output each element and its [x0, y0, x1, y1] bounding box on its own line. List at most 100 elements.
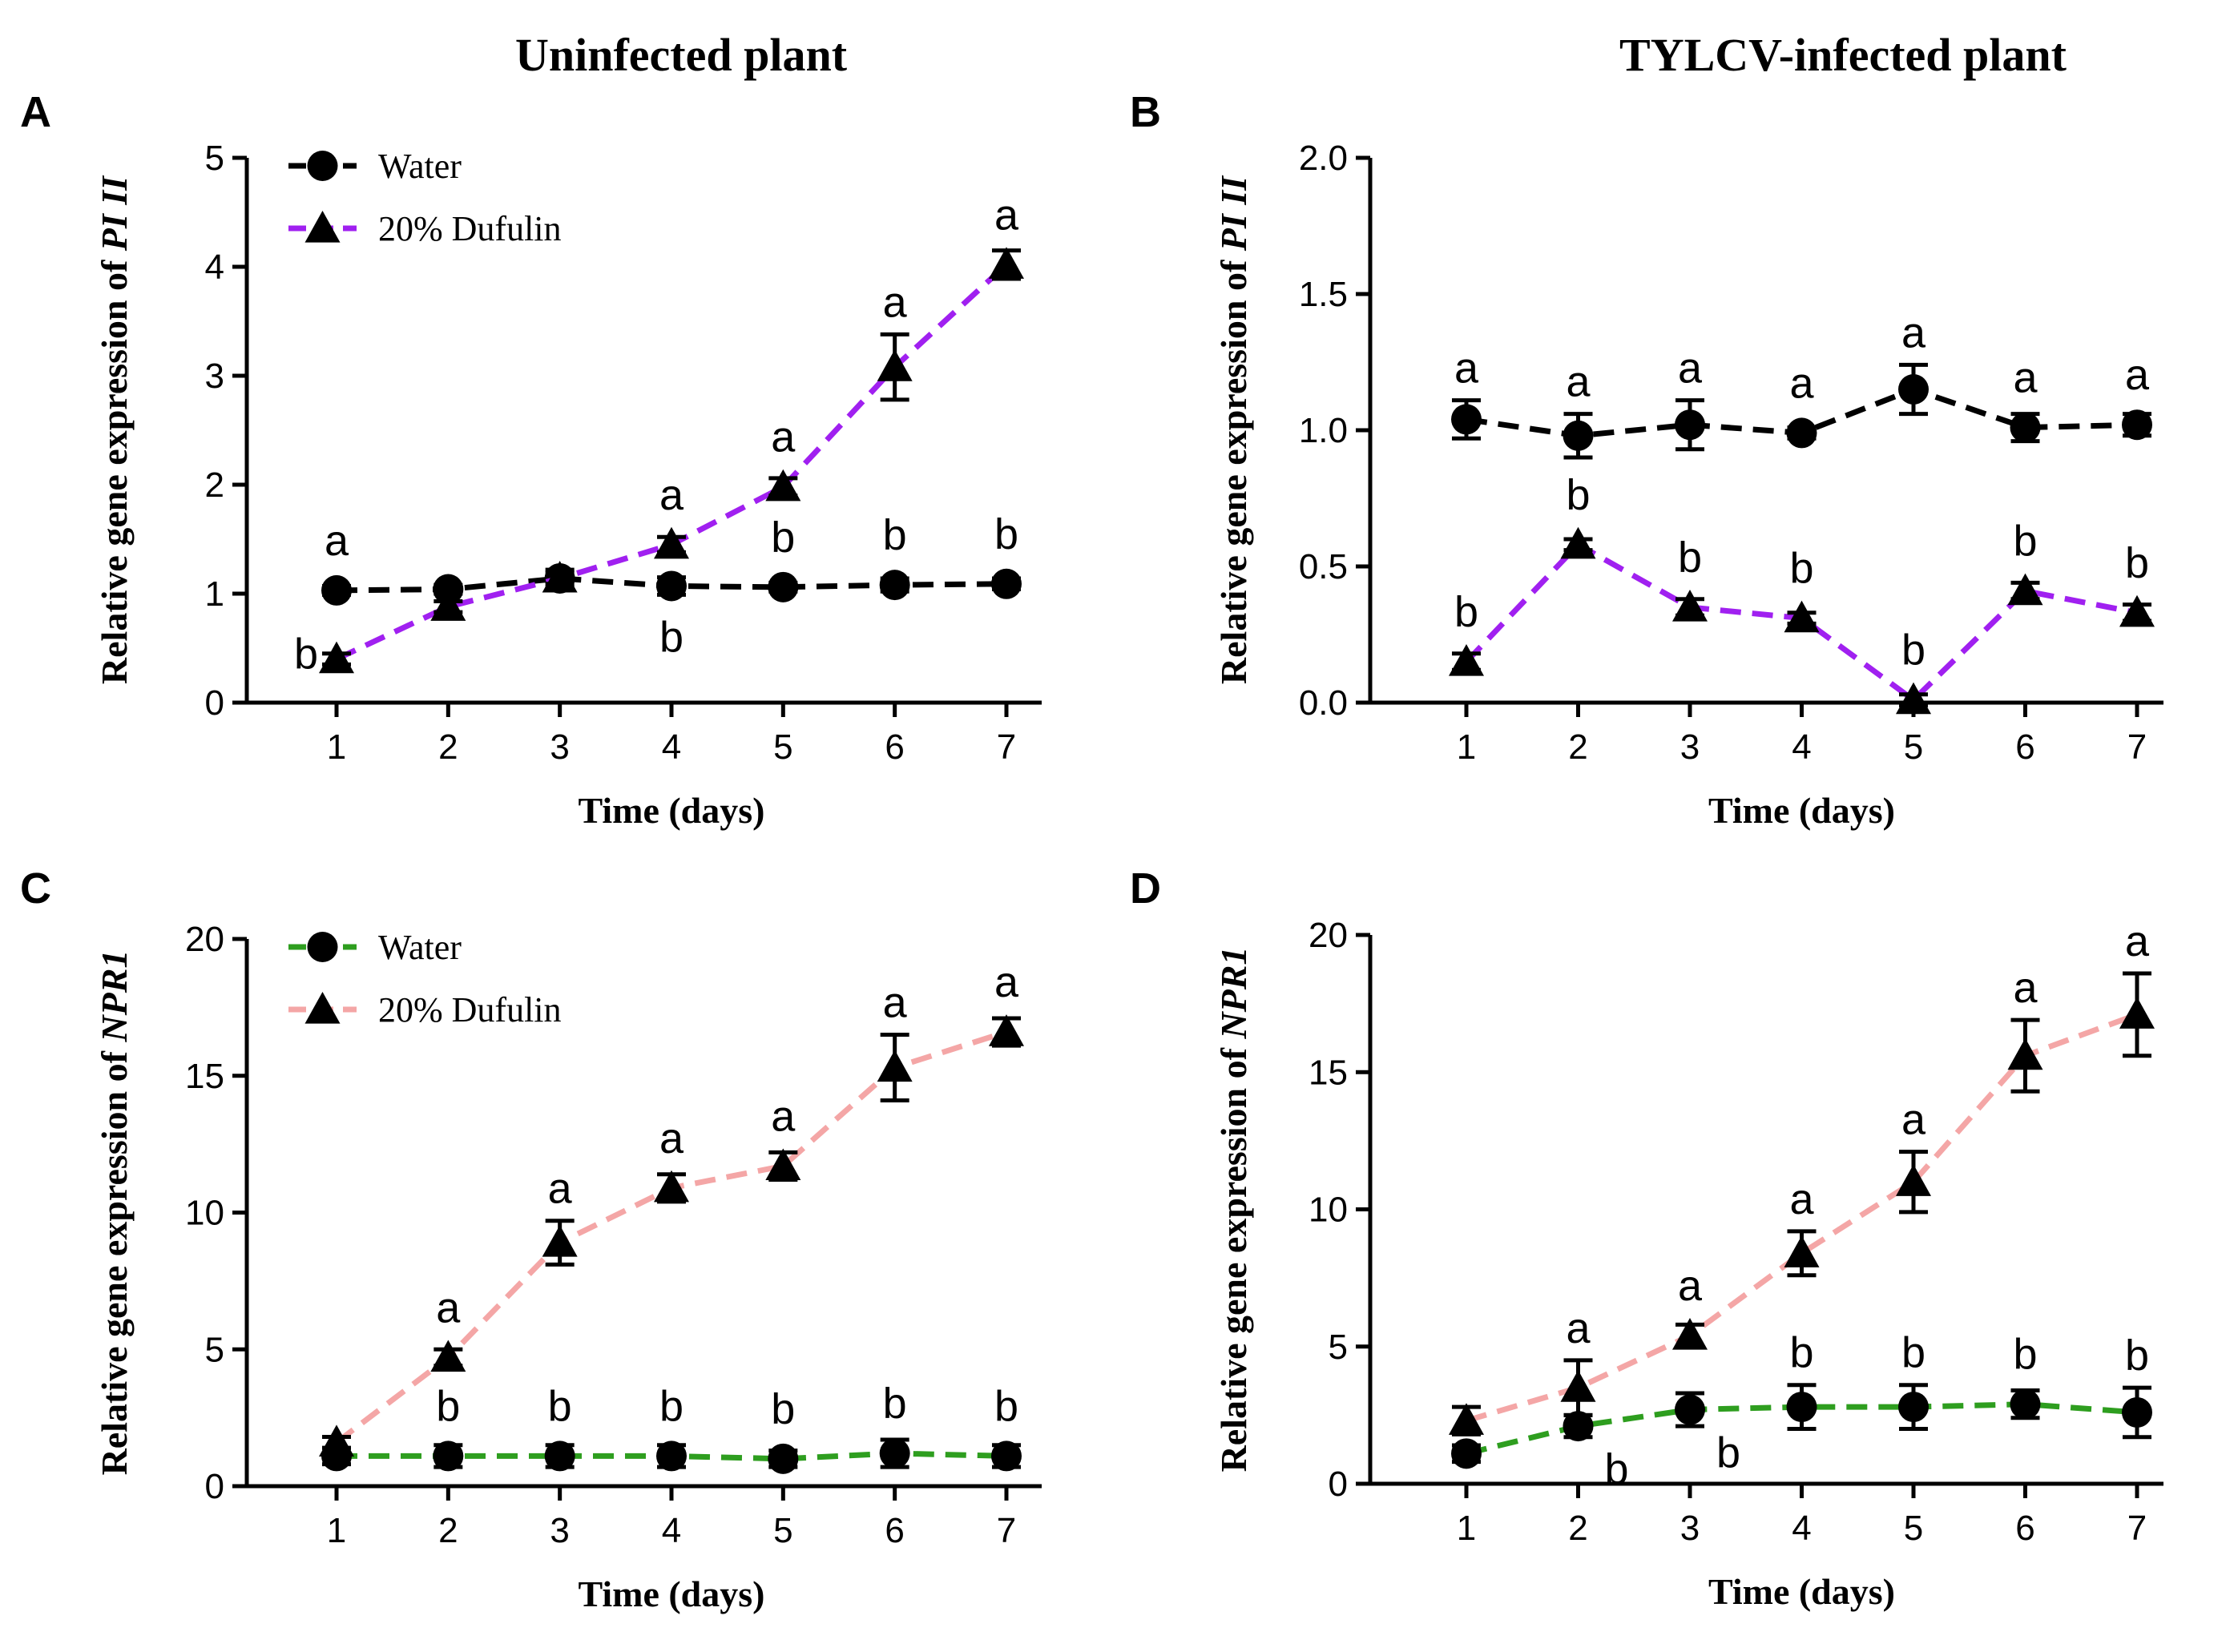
y-axis-title-gene: PI II	[94, 175, 135, 252]
data-point	[765, 469, 801, 502]
significance-letter: b	[1789, 1329, 1813, 1377]
legend-marker	[304, 211, 341, 243]
data-point	[989, 1014, 1024, 1046]
chart-panel-B: B 0.0 0.5 1.0 1.5 2.0 1 2 3 4 5 6 7 Time (days) Relati…	[1130, 88, 2163, 831]
y-axis-title: Relative gene expression of NPR1	[94, 950, 135, 1476]
panel-letter-A: A	[20, 88, 51, 136]
x-tick-label: 3	[550, 1511, 569, 1550]
chart-panel-C: C 0 5 10 15 20 1 2 3 4 5 6 7 Time (days) Relative gene…	[20, 864, 1042, 1614]
data-point	[1672, 590, 1708, 622]
x-tick-label: 3	[1680, 727, 1700, 767]
y-tick-label: 0.0	[1299, 683, 1348, 723]
significance-letter: b	[2125, 539, 2149, 587]
y-axis-title: Relative gene expression of PI II	[94, 175, 135, 684]
significance-letter: b	[771, 1385, 795, 1433]
significance-letter: b	[1604, 1445, 1628, 1493]
significance-letter: a	[994, 958, 1019, 1006]
data-point	[877, 1050, 913, 1082]
x-tick-label: 1	[1457, 727, 1476, 767]
y-tick-label: 20	[1309, 916, 1348, 955]
significance-letter: b	[994, 510, 1018, 558]
x-tick-label: 4	[1792, 727, 1811, 767]
significance-letter: b	[1716, 1429, 1740, 1477]
data-point	[1449, 1403, 1484, 1435]
y-tick-label: 0	[205, 683, 224, 723]
data-point	[2007, 1038, 2043, 1070]
x-tick-label: 1	[327, 1511, 346, 1550]
data-point	[765, 1148, 801, 1181]
legend-label: 20% Dufulin	[378, 990, 562, 1029]
legend: Water 20% Dufulin	[288, 147, 562, 248]
series-water: a b b b b	[321, 510, 1022, 661]
y-axis-title-prefix: Relative gene expression of	[1213, 1039, 1254, 1473]
significance-letter: a	[2125, 917, 2150, 965]
data-point	[321, 574, 352, 606]
x-tick-label: 5	[1904, 727, 1923, 767]
y-tick-label: 5	[1329, 1328, 1348, 1367]
x-tick-label: 7	[997, 727, 1016, 767]
panel-letter-B: B	[1130, 88, 1161, 136]
y-tick-label: 4	[205, 248, 224, 287]
y-axis-title: Relative gene expression of PI II	[1213, 175, 1254, 684]
x-tick-label: 4	[1792, 1509, 1811, 1548]
significance-letter: b	[548, 1382, 572, 1430]
y-tick-label: 0	[205, 1467, 224, 1506]
y-axis-title: Relative gene expression of NPR1	[1213, 947, 1254, 1473]
y-tick-label: 15	[185, 1057, 224, 1096]
data-point	[1451, 1438, 1482, 1469]
data-point	[430, 589, 466, 621]
y-tick-label: 0	[1329, 1465, 1348, 1504]
data-point	[2122, 1396, 2152, 1428]
significance-letter: a	[2013, 354, 2038, 402]
data-point	[1675, 409, 1705, 441]
x-axis-title: Time (days)	[579, 790, 765, 831]
y-tick-label: 5	[205, 139, 224, 178]
panels: A 0 1 2 3 4 5 1 2 3 4 5 6 7 Time (days) Relative gene e…	[20, 88, 2163, 1614]
significance-letter: a	[771, 413, 796, 461]
data-point	[1449, 644, 1484, 676]
data-point	[991, 1440, 1022, 1472]
legend: Water 20% Dufulin	[288, 928, 562, 1029]
significance-letter: b	[1789, 545, 1813, 593]
x-tick-label: 4	[662, 1511, 681, 1550]
y-axis-title-prefix: Relative gene expression of	[94, 251, 135, 684]
x-tick-label: 3	[550, 727, 569, 767]
significance-letter: a	[325, 517, 349, 565]
data-point	[542, 560, 578, 593]
significance-letter: a	[1789, 359, 1814, 407]
y-tick-label: 5	[205, 1330, 224, 1369]
significance-letter: b	[294, 631, 318, 679]
significance-letter: b	[1566, 471, 1590, 519]
data-point	[768, 1443, 799, 1474]
significance-letter: b	[659, 613, 683, 661]
y-tick-label: 2	[205, 465, 224, 505]
data-point	[1784, 600, 1820, 633]
y-axis-title-gene: PI II	[1213, 175, 1254, 252]
data-point	[991, 568, 1022, 599]
y-tick-label: 2.0	[1299, 139, 1348, 178]
data-point	[989, 247, 1024, 279]
significance-letter: a	[883, 979, 908, 1027]
significance-letter: a	[1901, 308, 1926, 357]
y-tick-label: 15	[1309, 1053, 1348, 1092]
significance-letter: a	[659, 471, 684, 519]
data-point	[1672, 1318, 1708, 1350]
data-point	[1896, 1164, 1931, 1196]
y-tick-label: 0.5	[1299, 547, 1348, 586]
data-point	[879, 570, 910, 601]
significance-letter: a	[2013, 964, 2038, 1012]
x-tick-label: 5	[1904, 1509, 1923, 1548]
significance-letter: b	[883, 1380, 907, 1428]
data-point	[433, 1440, 464, 1472]
y-tick-label: 1.5	[1299, 275, 1348, 314]
legend-marker	[307, 932, 338, 962]
series-dufulin: a a a a a a	[1449, 917, 2155, 1436]
data-point	[1563, 1411, 1594, 1442]
y-tick-label: 1.0	[1299, 411, 1348, 450]
x-axis-title: Time (days)	[1708, 790, 1895, 831]
significance-letter: b	[1901, 627, 1925, 675]
legend-label: Water	[378, 147, 462, 186]
significance-letter: a	[1678, 345, 1703, 393]
legend-marker	[304, 992, 341, 1024]
significance-letter: a	[1901, 1096, 1926, 1144]
